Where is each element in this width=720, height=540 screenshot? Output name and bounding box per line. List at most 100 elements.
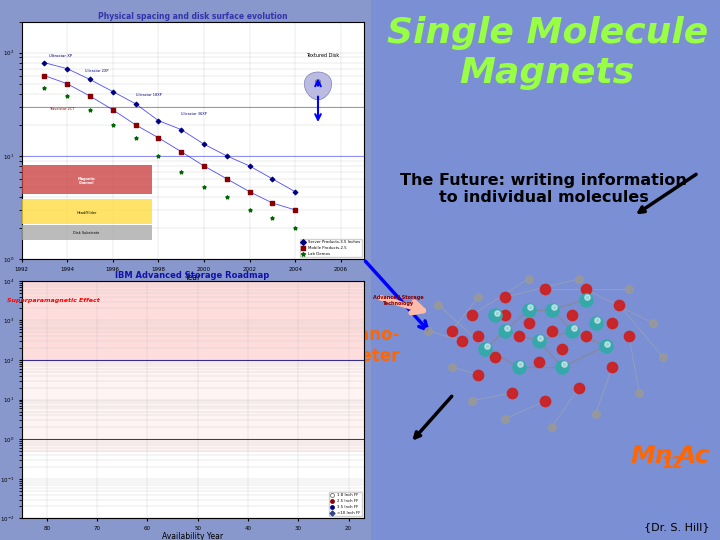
Point <box>84 92 96 100</box>
Point <box>221 174 233 183</box>
Point <box>491 308 503 317</box>
Legend: Server Products-3.5 Inches, Mobile Products-2.5, Lab Demos: Server Products-3.5 Inches, Mobile Produ… <box>300 239 361 257</box>
Point <box>490 311 501 320</box>
Point <box>546 326 558 335</box>
Point <box>176 125 187 134</box>
Text: Ultrastar 18XP: Ultrastar 18XP <box>135 93 161 97</box>
Point <box>266 199 278 207</box>
Bar <box>371 0 720 540</box>
Point <box>130 133 141 142</box>
Text: Superparamagnetic Effect: Superparamagnetic Effect <box>6 298 99 302</box>
Point <box>130 99 141 108</box>
Point <box>567 311 578 320</box>
Point <box>433 300 444 309</box>
X-axis label: Availability Year: Availability Year <box>162 532 223 540</box>
Ellipse shape <box>381 294 416 540</box>
Point <box>266 174 278 183</box>
X-axis label: Year: Year <box>184 273 201 282</box>
Point <box>557 363 568 372</box>
FancyArrowPatch shape <box>381 298 423 313</box>
Title: IBM Advanced Storage Roadmap: IBM Advanced Storage Roadmap <box>115 271 270 280</box>
Point <box>198 183 210 191</box>
Point <box>466 311 477 320</box>
Text: Ultrastar 36XP: Ultrastar 36XP <box>181 112 207 116</box>
Point <box>573 274 585 283</box>
Text: 1 Nano-
meter: 1 Nano- meter <box>327 326 400 365</box>
Point <box>500 326 511 335</box>
Point <box>289 206 301 214</box>
Point <box>472 332 484 340</box>
Point <box>580 332 591 340</box>
Point <box>582 293 593 301</box>
Text: Single Molecule
Magnets: Single Molecule Magnets <box>387 16 708 90</box>
Text: The Future: writing information
to individual molecules: The Future: writing information to indiv… <box>400 173 687 205</box>
Point <box>573 383 585 392</box>
Point <box>221 152 233 160</box>
Point <box>523 319 534 327</box>
Point <box>515 360 526 369</box>
Point <box>506 389 518 397</box>
Point <box>558 360 570 369</box>
Point <box>568 324 580 333</box>
Point <box>590 319 601 327</box>
Point <box>540 396 552 405</box>
Point <box>606 319 618 327</box>
Point <box>525 303 536 312</box>
Point <box>198 161 210 170</box>
Point <box>244 161 256 170</box>
Point <box>580 295 591 304</box>
Text: Textured Disk: Textured Disk <box>306 53 339 58</box>
Point <box>592 316 603 325</box>
Point <box>84 105 96 114</box>
Point <box>11 507 22 516</box>
Point <box>472 370 484 379</box>
Point <box>523 306 534 314</box>
Point <box>266 214 278 222</box>
Point <box>533 337 544 346</box>
Text: {Dr. S. Hill}: {Dr. S. Hill} <box>644 522 709 532</box>
Point <box>513 332 524 340</box>
Point <box>606 363 618 372</box>
Point <box>198 140 210 149</box>
Point <box>590 409 601 418</box>
Point <box>513 363 524 372</box>
Point <box>107 105 119 114</box>
Point <box>446 363 457 372</box>
Point <box>456 337 467 346</box>
Point <box>84 75 96 84</box>
Point <box>500 415 511 423</box>
Point <box>466 396 477 405</box>
Bar <box>22 360 364 451</box>
Point <box>657 352 668 361</box>
Text: Mn: Mn <box>630 444 672 468</box>
Point <box>289 224 301 232</box>
Point <box>0 490 2 499</box>
Title: Physical spacing and disk surface evolution: Physical spacing and disk surface evolut… <box>98 12 287 21</box>
Point <box>39 58 50 67</box>
Legend: 1.8 Inch FF, 2.5 Inch FF, 3.5 Inch FF, >10 Inch FF: 1.8 Inch FF, 2.5 Inch FF, 3.5 Inch FF, >… <box>329 492 361 516</box>
Point <box>39 71 50 80</box>
Point <box>289 187 301 196</box>
Point <box>221 193 233 201</box>
Point <box>546 422 558 431</box>
Text: ED.GROCHOWSKI/SRS at ALMADEN: ED.GROCHOWSKI/SRS at ALMADEN <box>210 294 282 298</box>
Point <box>490 352 501 361</box>
Point <box>500 311 511 320</box>
Point <box>107 87 119 96</box>
Point <box>176 147 187 156</box>
Point <box>481 342 492 350</box>
Point <box>535 334 546 343</box>
Point <box>501 324 513 333</box>
Point <box>107 120 119 129</box>
Text: IBM: IBM <box>25 289 42 299</box>
Text: Ultrastar 2XP: Ultrastar 2XP <box>86 69 109 73</box>
Point <box>153 116 164 125</box>
Point <box>1 498 12 507</box>
Point <box>39 84 50 93</box>
Point <box>624 332 635 340</box>
Point <box>540 285 552 294</box>
Point <box>176 167 187 176</box>
Text: Ultrastar XP: Ultrastar XP <box>49 55 72 58</box>
Point <box>624 285 635 294</box>
Point <box>61 79 73 88</box>
